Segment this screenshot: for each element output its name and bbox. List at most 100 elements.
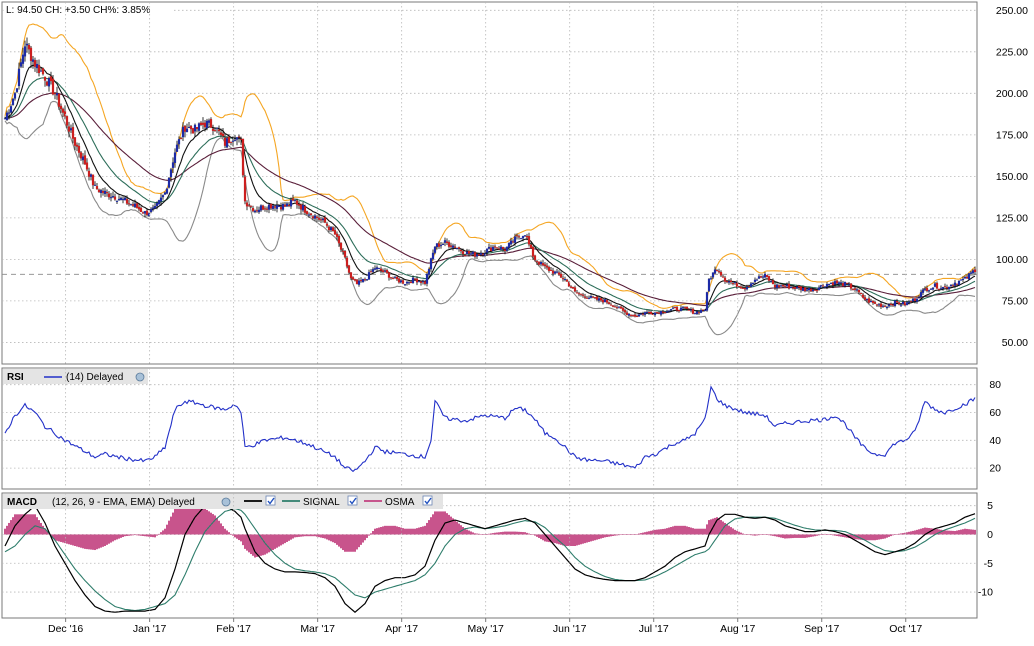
candle-body <box>199 122 203 125</box>
candle-body <box>657 312 661 314</box>
candle-body <box>419 281 423 283</box>
osma-bar <box>736 530 738 535</box>
osma-bar <box>542 534 544 541</box>
candle-body <box>43 76 47 81</box>
candle-body <box>511 241 515 243</box>
osma-bar <box>28 514 30 535</box>
osma-bar <box>944 530 946 535</box>
candle-body <box>443 240 447 243</box>
osma-bar <box>694 528 696 535</box>
candle-body <box>521 236 525 239</box>
osma-bar <box>884 534 886 539</box>
osma-bar <box>734 529 736 535</box>
candle-body <box>957 280 961 286</box>
candle-body <box>71 127 75 139</box>
osma-bar <box>726 524 728 535</box>
candle-body <box>291 198 295 201</box>
candle-body <box>761 276 765 278</box>
candle-body <box>905 302 909 306</box>
candle-body <box>433 246 437 253</box>
candle-body <box>961 278 965 280</box>
osma-checkbox[interactable] <box>422 495 433 506</box>
price-y-tick-label: 175.00 <box>996 129 1028 141</box>
osma-bar <box>204 508 206 535</box>
osma-bar <box>374 528 376 535</box>
candle-body <box>197 123 201 131</box>
osma-bar <box>666 528 668 535</box>
osma-bar <box>486 534 488 535</box>
osma-bar <box>882 534 884 539</box>
osma-bar <box>514 531 516 535</box>
candle-body <box>239 138 243 140</box>
osma-bar <box>792 534 794 539</box>
candle-body <box>77 145 81 153</box>
osma-bar <box>902 533 904 535</box>
candles <box>3 37 977 318</box>
osma-bar <box>292 534 294 539</box>
candle-body <box>721 276 725 278</box>
osma-bar <box>66 534 68 544</box>
osma-bar <box>750 534 752 536</box>
candle-body <box>921 289 925 293</box>
candle-body <box>815 290 819 292</box>
candle-body <box>951 285 955 287</box>
osma-bar <box>840 534 842 537</box>
macd-settings-icon[interactable] <box>221 497 231 507</box>
candle-body <box>9 106 13 113</box>
price-grid <box>2 9 977 343</box>
candle-body <box>219 132 223 135</box>
signal-checkbox[interactable] <box>347 495 358 506</box>
osma-bar <box>608 534 610 537</box>
candle-body <box>243 176 247 202</box>
candle-body <box>515 235 519 237</box>
candle-body <box>631 315 635 317</box>
rsi-settings-icon[interactable] <box>135 372 145 382</box>
candle-body <box>687 309 691 311</box>
osma-bar <box>454 520 456 535</box>
osma-bar <box>466 529 468 535</box>
osma-bar <box>728 525 730 535</box>
osma-bar <box>468 530 470 535</box>
osma-bar <box>148 534 150 537</box>
x-tick-label: Apr '17 <box>385 623 418 635</box>
candle-body <box>789 286 793 289</box>
candle-body <box>177 139 181 145</box>
candle-body <box>829 283 833 285</box>
rsi-y-tick-label: 60 <box>989 407 1001 419</box>
candle-body <box>127 203 131 205</box>
candle-body <box>561 278 565 280</box>
candle-body <box>367 272 371 280</box>
osma-bar <box>380 526 382 535</box>
candle-body <box>263 208 267 210</box>
osma-bar <box>732 528 734 535</box>
osma-bar <box>198 503 200 535</box>
osma-bar <box>862 534 864 541</box>
osma-label: OSMA <box>385 497 415 508</box>
osma-bar <box>290 534 292 540</box>
candle-body <box>639 313 643 315</box>
osma-bar <box>326 534 328 540</box>
candle-body <box>727 281 731 283</box>
osma-bar <box>384 525 386 535</box>
macd-checkbox[interactable] <box>265 495 276 506</box>
osma-bar <box>682 525 684 535</box>
candle-body <box>605 300 609 303</box>
osma-bar <box>764 534 766 535</box>
osma-bar <box>328 534 330 541</box>
candle-body <box>457 247 461 249</box>
candle-body <box>331 227 335 232</box>
osma-bar <box>618 534 620 536</box>
candle-body <box>669 309 673 311</box>
candle-body <box>695 311 699 314</box>
osma-bar <box>184 494 186 535</box>
osma-bar <box>278 534 280 547</box>
osma-bar <box>738 531 740 535</box>
candle-body <box>925 287 929 291</box>
candle-body <box>845 282 849 284</box>
osma-bar <box>350 534 352 552</box>
osma-bar <box>404 528 406 535</box>
candle-body <box>701 309 705 311</box>
candle-body <box>371 269 375 272</box>
candle-body <box>345 257 349 267</box>
